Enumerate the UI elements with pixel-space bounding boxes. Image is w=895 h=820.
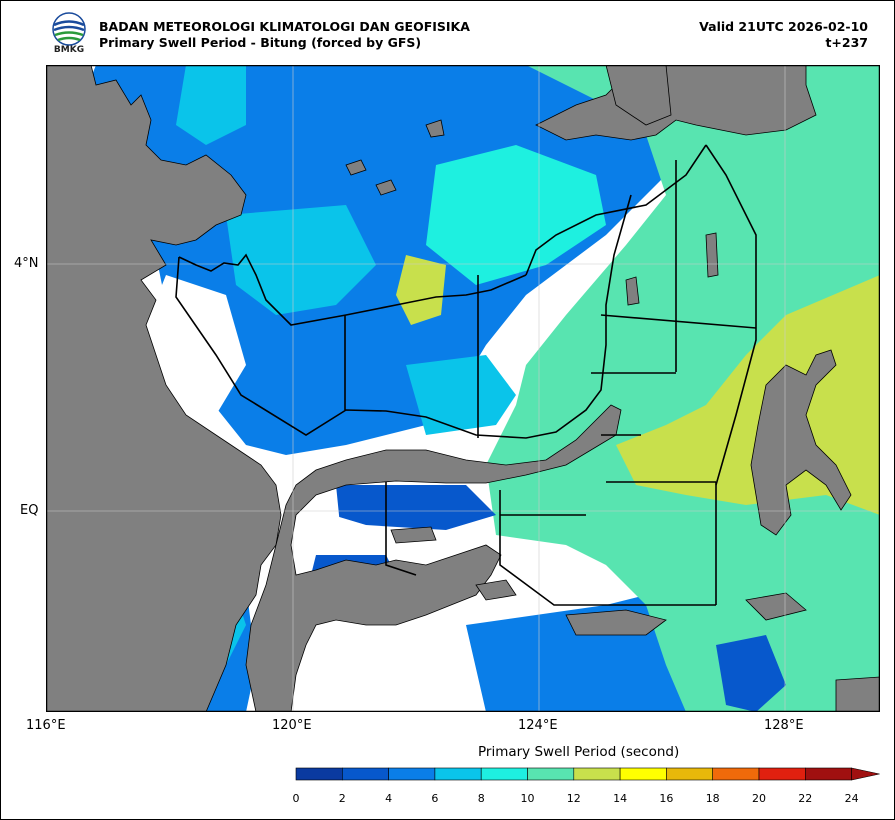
colorbar-segment xyxy=(480,767,528,781)
colorbar-segment xyxy=(804,767,852,781)
lon-label-116e: 116°E xyxy=(26,718,66,733)
bmkg-logo-icon xyxy=(52,12,86,46)
lon-label-120e: 120°E xyxy=(272,718,312,733)
mindanao-peninsula xyxy=(605,65,672,126)
lat-label-4n: 4°N xyxy=(14,256,39,271)
lon-label-124e: 124°E xyxy=(518,718,558,733)
agency-title: BADAN METEOROLOGI KLIMATOLOGI DAN GEOFIS… xyxy=(99,19,470,34)
land-layer xyxy=(46,65,880,712)
colorbar-tick-label: 18 xyxy=(705,792,720,805)
swell-period-map xyxy=(46,65,880,712)
colorbar-tick-label: 20 xyxy=(752,792,766,805)
valid-time: Valid 21UTC 2026-02-10 xyxy=(699,19,868,34)
colorbar xyxy=(295,767,880,781)
forecast-step: t+237 xyxy=(825,35,868,50)
colorbar-segment xyxy=(295,767,343,781)
colorbar-segment xyxy=(573,767,621,781)
colorbar-extend-arrow xyxy=(851,767,880,781)
colorbar-segment xyxy=(666,767,713,781)
colorbar-tick-label: 8 xyxy=(477,792,485,805)
map-border xyxy=(46,65,880,712)
forecast-zone-boundaries xyxy=(175,144,757,606)
colorbar-segment xyxy=(388,767,436,781)
colorbar-tick-label: 0 xyxy=(292,792,300,805)
lon-label-128e: 128°E xyxy=(764,718,804,733)
colorbar-tick-label: 14 xyxy=(613,792,628,805)
colorbar-segment xyxy=(527,767,575,781)
colorbar-tick-label: 22 xyxy=(798,792,813,805)
lat-label-eq: EQ xyxy=(20,503,39,518)
colorbar-segment xyxy=(619,767,667,781)
colorbar-segment xyxy=(341,767,389,781)
colorbar-tick-label: 2 xyxy=(338,792,346,805)
colorbar-segment xyxy=(434,767,482,781)
map-subtitle: Primary Swell Period - Bitung (forced by… xyxy=(99,35,422,50)
colorbar-segment xyxy=(712,767,760,781)
logo-text: BMKG xyxy=(53,45,85,55)
colorbar-tick-label: 16 xyxy=(659,792,674,805)
halmahera-landmass xyxy=(750,349,852,536)
colorbar-tick-label: 10 xyxy=(520,792,535,805)
colorbar-tick-label: 24 xyxy=(844,792,859,805)
sulawesi-landmass xyxy=(245,404,622,712)
grid-lines xyxy=(46,65,880,712)
colorbar-title: Primary Swell Period (second) xyxy=(478,744,680,760)
colorbar-tick-label: 6 xyxy=(431,792,439,805)
colorbar-tick-label: 12 xyxy=(566,792,581,805)
colorbar-segment xyxy=(758,767,806,781)
borneo-landmass xyxy=(46,65,282,712)
colorbar-tick-label: 4 xyxy=(385,792,393,805)
